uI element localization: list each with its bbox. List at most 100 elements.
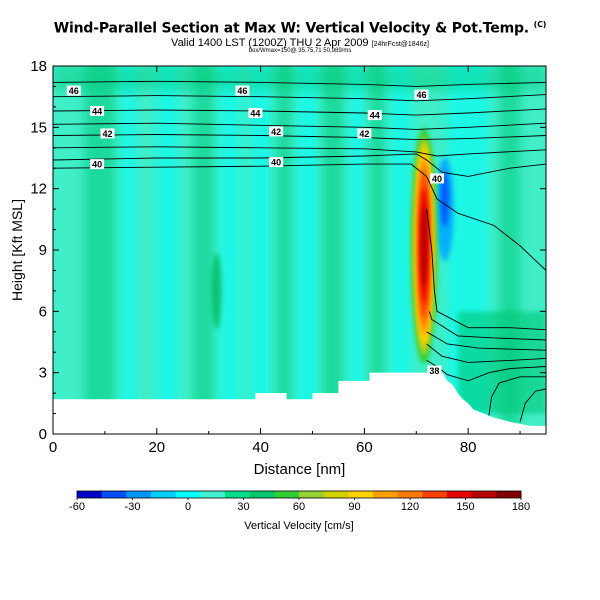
colorbar-tick-label: 150 <box>456 501 474 513</box>
colorbar-swatch <box>373 491 398 498</box>
downdraft-core <box>440 170 449 227</box>
isentrope-label: 46 <box>237 86 247 96</box>
colorbar-swatch <box>299 491 324 498</box>
isentrope-label-bg <box>90 105 105 116</box>
isentrope-line <box>426 343 546 363</box>
colorbar-tick-label: 30 <box>237 501 249 513</box>
colorbar-swatch <box>126 491 152 498</box>
colorbar-swatch <box>348 491 374 498</box>
velocity-band <box>211 252 222 329</box>
colorbar-swatch <box>496 491 522 498</box>
isentrope-label: 42 <box>102 129 112 139</box>
isentrope-line <box>53 94 546 102</box>
colorbar-swatch <box>249 491 275 498</box>
colorbar-tick-label: 180 <box>512 501 530 513</box>
colorbar-swatch <box>151 491 176 498</box>
isentrope-line <box>53 122 546 130</box>
isentrope-label-bg <box>90 159 105 170</box>
isentrope-label-bg <box>367 110 382 121</box>
isentrope-label: 46 <box>69 86 79 96</box>
isentrope-label: 44 <box>250 109 260 119</box>
colorbar-label: Vertical Velocity [cm/s] <box>244 520 353 532</box>
isentrope-label: 38 <box>429 366 439 376</box>
x-tick-label: 80 <box>460 439 477 456</box>
isentrope-label-bg <box>100 128 115 139</box>
colorbar-swatch <box>422 491 448 498</box>
y-axis-label: Height [Kft MSL] <box>9 199 25 301</box>
colorbar-swatch <box>274 491 300 498</box>
updraft-contour <box>421 206 427 286</box>
isentrope-label: 42 <box>271 127 281 137</box>
y-tick-label: 15 <box>30 119 47 136</box>
isentrope-line <box>519 388 546 422</box>
isentrope-label-bg <box>269 157 284 168</box>
isentrope-label: 46 <box>416 90 426 100</box>
isentrope-label: 44 <box>92 106 102 116</box>
x-axis-label: Distance [nm] <box>254 461 346 478</box>
velocity-band <box>53 66 546 91</box>
isentrope-line <box>426 331 546 351</box>
velocity-band <box>322 66 344 434</box>
isentrope-label-bg <box>427 365 442 376</box>
isentrope-label: 40 <box>271 158 281 168</box>
isentrope-line <box>53 163 546 271</box>
velocity-band <box>296 66 318 434</box>
isentrope-label: 42 <box>359 129 369 139</box>
isentrope-line <box>488 376 546 416</box>
y-tick-label: 6 <box>39 303 47 320</box>
colorbar-swatch <box>101 491 127 498</box>
x-tick-label: 0 <box>49 439 57 456</box>
isentrope-label-bg <box>66 85 81 96</box>
velocity-band <box>156 66 178 434</box>
terrain <box>53 372 546 434</box>
y-tick-label: 9 <box>39 242 47 259</box>
colorbar-swatch <box>471 491 497 498</box>
velocity-band <box>348 66 365 434</box>
colorbar-swatch <box>77 491 102 498</box>
isentrope-line <box>53 153 546 177</box>
chart-meta: box/Wmax=150@ 35.75,71 50,989/ms <box>248 48 352 54</box>
isentrope-label: 44 <box>370 111 380 121</box>
velocity-band <box>250 66 271 434</box>
isentrope-label-bg <box>430 173 445 184</box>
velocity-band <box>390 66 412 434</box>
y-tick-label: 3 <box>39 365 47 382</box>
isentrope-label-bg <box>414 89 429 100</box>
isentrope-line <box>428 311 546 341</box>
velocity-band <box>369 66 386 434</box>
isentrope-label-bg <box>269 126 284 137</box>
colorbar-tick-label: 120 <box>401 501 419 513</box>
isentrope-line <box>53 80 546 87</box>
colorbar-swatch <box>447 491 472 498</box>
colorbar-tick-label: 90 <box>348 501 360 513</box>
y-tick-label: 12 <box>30 181 47 198</box>
colorbar-tick-label: -60 <box>69 501 85 513</box>
colorbar-tick-label: 0 <box>185 501 191 513</box>
colorbar-swatch <box>175 491 201 498</box>
chart-subtitle: Valid 1400 LST (1200Z) THU 2 Apr 2009 [2… <box>171 37 429 49</box>
velocity-band <box>276 66 292 434</box>
chart-title: Wind-Parallel Section at Max W: Vertical… <box>53 20 547 37</box>
x-tick-label: 60 <box>356 439 373 456</box>
isentrope-label: 40 <box>432 174 442 184</box>
velocity-band <box>219 66 240 434</box>
colorbar-swatch <box>323 491 349 498</box>
isentrope-line <box>53 108 546 116</box>
x-tick-label: 40 <box>252 439 269 456</box>
velocity-band <box>84 66 116 434</box>
isentrope-label: 40 <box>92 160 102 170</box>
velocity-band <box>193 66 214 434</box>
isentrope-line <box>53 146 546 157</box>
isentrope-label-bg <box>248 108 263 119</box>
isentrope-line <box>426 209 546 331</box>
colorbar-tick-label: 60 <box>293 501 305 513</box>
y-tick-label: 0 <box>39 426 47 443</box>
colorbar-swatch <box>225 491 250 498</box>
x-tick-label: 20 <box>148 439 165 456</box>
colorbar-tick-label: -30 <box>125 501 141 513</box>
isentrope-label-bg <box>235 85 250 96</box>
colorbar-swatch <box>200 491 226 498</box>
y-tick-label: 18 <box>30 58 47 75</box>
